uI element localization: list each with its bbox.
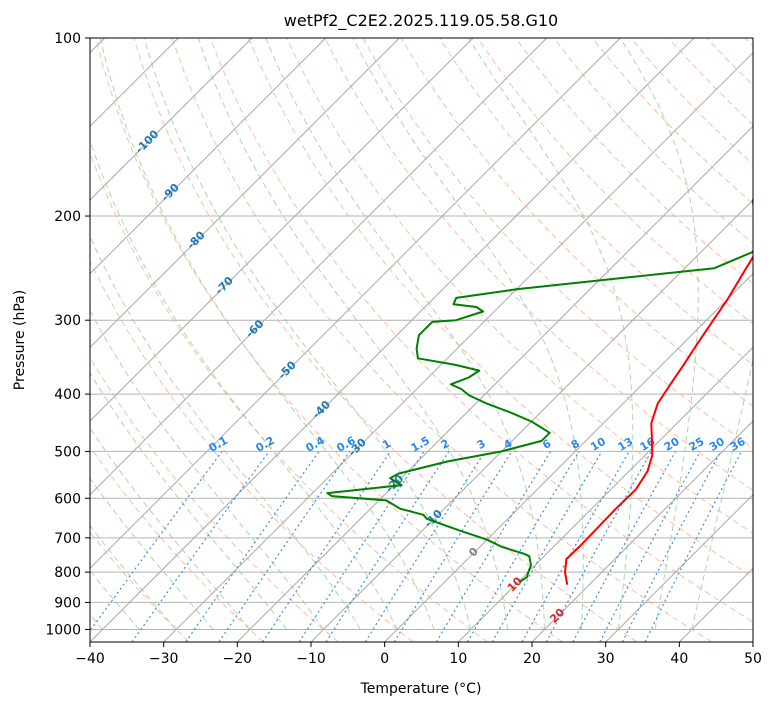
chart-title: wetPf2_C2E2.2025.119.05.58.G10 xyxy=(284,11,558,31)
isotherm-line xyxy=(90,38,474,422)
isotherm-line xyxy=(90,38,695,642)
mixing-ratio-line xyxy=(621,451,722,642)
isotherm-line xyxy=(310,199,753,642)
mixing-ratio-line xyxy=(572,451,677,642)
moist-adiabat-line xyxy=(143,38,472,630)
dry-adiabat-line xyxy=(324,38,753,491)
x-tick-label: 40 xyxy=(670,651,688,667)
y-tick-label: 500 xyxy=(54,444,81,460)
moist-adiabat-line xyxy=(99,38,435,630)
y-tick-label: 900 xyxy=(54,595,81,611)
isotherm-line xyxy=(90,38,253,201)
moist-adiabat-line xyxy=(90,524,177,630)
dry-adiabat-line xyxy=(515,38,753,285)
moist-adiabat-line xyxy=(90,569,140,630)
mixing-ratio-line xyxy=(435,451,552,642)
y-tick-label: 200 xyxy=(54,209,81,225)
isotherm-line xyxy=(90,38,621,570)
isotherm-line xyxy=(605,493,753,642)
plot-area xyxy=(90,38,753,642)
isotherm-line xyxy=(90,38,548,496)
x-axis-title: Temperature (°C) xyxy=(360,681,482,697)
isotherm-line xyxy=(457,346,753,642)
plot-frame xyxy=(89,37,754,643)
isotherm-line xyxy=(531,420,753,642)
dry-adiabat-line xyxy=(209,38,753,623)
mixing-ratio-line xyxy=(364,451,486,642)
mixing-ratio-line xyxy=(491,451,603,642)
tick-layer: −40 −30 −20 −10 0 10 20 30 40 50 100 200 300 400 500 60… xyxy=(45,31,762,667)
mixing-ratio-line xyxy=(599,451,701,642)
moist-adiabat-line xyxy=(90,139,398,630)
moist-adiabat-line xyxy=(90,235,361,630)
dry-adiabat-line xyxy=(90,445,264,642)
y-tick-label: 600 xyxy=(54,491,81,507)
temperature-profile-line xyxy=(564,255,753,585)
isotherm-line xyxy=(163,51,753,642)
mixing-ratio-line xyxy=(298,451,425,642)
moist-adiabat-line xyxy=(352,38,584,630)
moist-adiabat-line xyxy=(468,38,634,630)
x-tick-label: 30 xyxy=(597,651,615,667)
y-tick-label: 800 xyxy=(54,565,81,581)
x-tick-label: 20 xyxy=(523,651,541,667)
x-tick-label: 10 xyxy=(449,651,467,667)
y-tick-label: 700 xyxy=(54,531,81,547)
y-tick-label: 300 xyxy=(54,313,81,329)
dry-adiabat-line xyxy=(90,260,414,642)
mixing-ratio-line xyxy=(466,451,580,642)
mixing-ratio-line xyxy=(325,451,450,642)
x-tick-label: −10 xyxy=(296,651,326,667)
moist-adiabat-line xyxy=(197,38,509,630)
mixing-ratio-line xyxy=(545,451,652,642)
moist-adiabat-line xyxy=(90,477,214,630)
mixing-ratio-line xyxy=(644,451,743,642)
dry-adiabat-line xyxy=(248,38,753,578)
moist-adiabat-line xyxy=(691,356,753,630)
dry-adiabat-line xyxy=(171,38,712,642)
x-tick-label: −20 xyxy=(223,651,253,667)
moist-adiabat-line xyxy=(265,38,545,630)
moist-adiabat-line xyxy=(90,309,324,630)
dry-adiabat-line xyxy=(95,38,563,642)
x-tick-label: 0 xyxy=(380,651,389,667)
x-tick-label: 50 xyxy=(744,651,762,667)
y-tick-label: 400 xyxy=(54,387,81,403)
mixing-ratio-line xyxy=(131,451,270,642)
x-tick-label: −30 xyxy=(149,651,179,667)
x-tick-label: −40 xyxy=(75,651,105,667)
isotherm-line xyxy=(384,272,753,642)
isotherm-line xyxy=(90,38,327,275)
y-tick-label: 1000 xyxy=(45,622,81,638)
dry-adiabat-line xyxy=(286,38,753,535)
y-tick-label: 100 xyxy=(54,31,81,47)
mixing-ratio-line xyxy=(90,451,223,632)
dewpoint-profile-line xyxy=(326,198,753,583)
dry-adiabat-line xyxy=(133,38,638,642)
mixing-ratio-line xyxy=(521,451,630,642)
mixing-ratio-line xyxy=(393,451,513,642)
moist-adiabat-line xyxy=(90,427,251,630)
y-axis-title: Pressure (hPa) xyxy=(12,290,28,390)
moist-adiabat-line xyxy=(90,372,288,630)
isotherm-line xyxy=(236,125,753,642)
moist-adiabat-line xyxy=(619,38,699,630)
